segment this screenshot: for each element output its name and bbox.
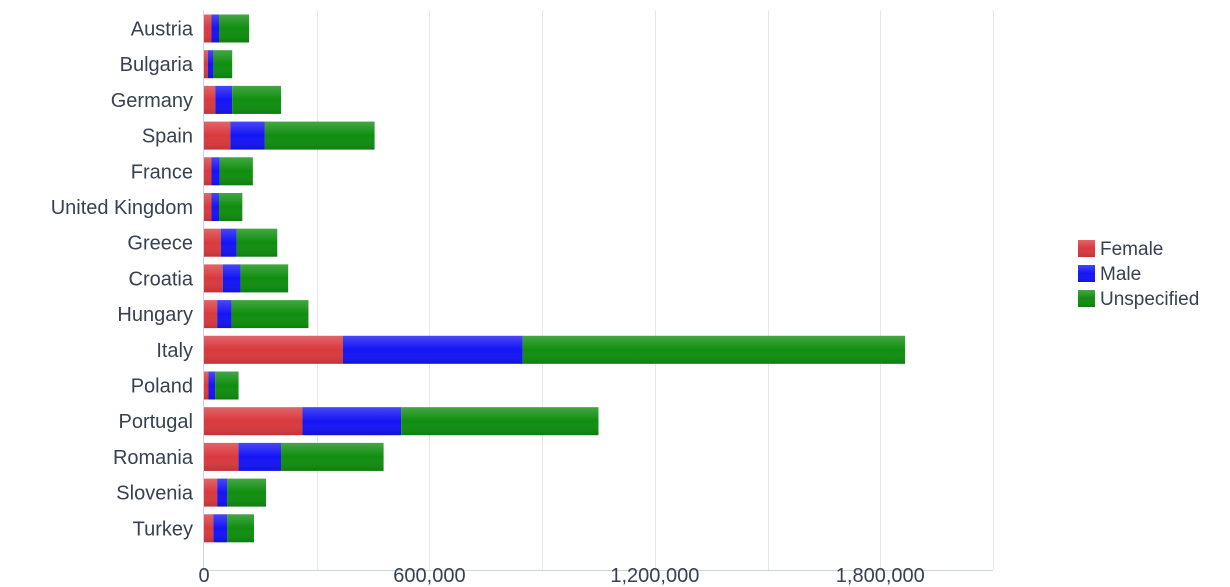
bar-austria-female-shade [204, 14, 212, 43]
bar-portugal-female-shade [204, 407, 303, 436]
legend-female-swatch-shade [1078, 240, 1095, 257]
bar-croatia-unspecified-shade [240, 264, 289, 293]
bar-hungary-male-shade [217, 300, 232, 329]
bar-bulgaria-male-shade [207, 50, 214, 79]
bar-slovenia-male-shade [217, 478, 228, 507]
legend-female-label: Female [1100, 239, 1163, 260]
category-label: Romania [113, 447, 194, 469]
bar-slovenia-unspecified-shade [227, 478, 266, 507]
bar-hungary-unspecified-shade [231, 300, 309, 329]
category-label: Turkey [133, 518, 193, 540]
category-label: Germany [111, 90, 193, 112]
bar-croatia-male-shade [222, 264, 241, 293]
legend-unspecified-label: Unspecified [1100, 289, 1199, 310]
bars-group [204, 14, 906, 543]
bar-romania-female-shade [204, 442, 239, 471]
category-label: Slovenia [116, 483, 194, 505]
bar-united-kingdom-female-shade [204, 193, 212, 221]
bar-spain-female-shade [204, 121, 231, 150]
gridlines [317, 10, 994, 570]
bar-germany-female-shade [204, 85, 216, 114]
legend-unspecified-swatch-shade [1078, 290, 1095, 307]
bar-greece-male-shade [220, 228, 237, 257]
bar-hungary-female-shade [204, 300, 218, 329]
legend-male-label: Male [1100, 264, 1141, 285]
legend: Female Male Unspecified [1078, 239, 1199, 310]
category-label: United Kingdom [51, 197, 193, 219]
bar-greece-female-shade [204, 228, 221, 257]
bar-italy-male-shade [343, 335, 523, 364]
category-label: Hungary [117, 304, 193, 326]
category-label: Croatia [129, 268, 194, 290]
bar-italy-female-shade [204, 335, 344, 364]
x-tick-label: 0 [198, 565, 209, 587]
bar-turkey-unspecified-shade [227, 514, 254, 543]
category-label: France [131, 161, 193, 183]
category-label: Greece [127, 233, 193, 255]
x-tick-label: 600,000 [393, 565, 465, 587]
category-label: Poland [131, 376, 193, 398]
x-tick-labels: 0 600,000 1,200,000 1,800,000 [198, 565, 924, 587]
bar-romania-male-shade [238, 442, 282, 471]
x-tick-label: 1,200,000 [610, 565, 699, 587]
bar-portugal-unspecified-shade [401, 407, 599, 436]
legend-male-swatch-shade [1078, 265, 1095, 282]
bar-turkey-male-shade [213, 514, 228, 543]
bar-bulgaria-unspecified-shade [213, 50, 233, 79]
bar-greece-unspecified-shade [236, 228, 278, 257]
bar-croatia-female-shade [204, 264, 223, 293]
category-label: Portugal [119, 411, 194, 433]
bar-italy-unspecified-shade [522, 335, 906, 364]
bar-turkey-female-shade [204, 514, 214, 543]
bar-united-kingdom-male-shade [211, 193, 220, 221]
category-label: Austria [131, 19, 194, 41]
bar-france-female-shade [204, 157, 212, 186]
bar-austria-male-shade [211, 14, 220, 43]
category-labels: Austria Bulgaria Germany Spain France United … [51, 19, 194, 541]
bar-spain-unspecified-shade [264, 121, 375, 150]
bar-france-male-shade [211, 157, 220, 186]
axes [203, 10, 993, 571]
bar-poland-male-shade [208, 371, 216, 400]
bar-poland-unspecified-shade [215, 371, 239, 400]
bar-spain-male-shade [230, 121, 265, 150]
bar-united-kingdom-unspecified-shade [219, 193, 243, 221]
bar-slovenia-female-shade [204, 478, 218, 507]
bar-france-unspecified-shade [219, 157, 253, 186]
bar-germany-unspecified-shade [232, 85, 282, 114]
bar-romania-unspecified-shade [281, 442, 384, 471]
bar-portugal-male-shade [302, 407, 402, 436]
bar-poland-female-shade [204, 371, 209, 400]
category-label: Spain [142, 126, 193, 148]
category-label: Bulgaria [120, 54, 194, 76]
x-tick-label: 1,800,000 [836, 565, 925, 587]
bar-bulgaria-female-shade [204, 50, 208, 79]
bar-germany-male-shade [215, 85, 233, 114]
bar-austria-unspecified-shade [219, 14, 250, 43]
category-label: Italy [156, 340, 193, 362]
